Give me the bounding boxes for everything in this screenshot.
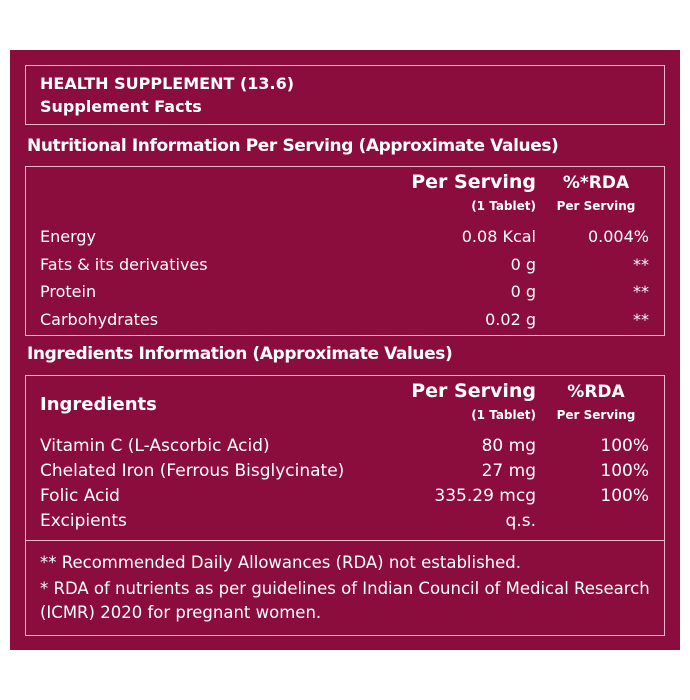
column-subtitle: (1 Tablet): [471, 408, 536, 422]
title: HEALTH SUPPLEMENT (13.6): [40, 74, 295, 93]
column-title: Per Serving: [411, 171, 536, 193]
nutrition-table: Per Serving (1 Tablet) %*RDA Per Serving Ene…: [25, 166, 665, 336]
rda: 100%: [600, 436, 649, 456]
row-label: Folic Acid: [40, 486, 120, 506]
rda: **: [633, 254, 649, 274]
row-label: Fats & its derivatives: [40, 254, 208, 274]
footnote: ** Recommended Daily Allowances (RDA) no…: [40, 553, 522, 572]
subtitle: Supplement Facts: [40, 97, 202, 116]
row-label: Protein: [40, 282, 97, 301]
column-subtitle: Per Serving: [556, 408, 636, 422]
row-label: Energy: [40, 227, 97, 246]
column-subtitle: Per Serving: [556, 199, 636, 213]
section-heading: Ingredients Information (Approximate Val…: [27, 344, 453, 364]
per-serving: 0.08 Kcal: [461, 227, 536, 246]
rda: **: [633, 309, 649, 329]
per-serving: 0.02 g: [485, 309, 536, 329]
footnote: * RDA of nutrients as per guidelines of …: [40, 579, 650, 622]
column-title: %RDA: [567, 382, 625, 402]
per-serving: 335.29 mcg: [434, 486, 536, 506]
rda: **: [633, 282, 649, 301]
row-label: Excipients: [40, 511, 127, 531]
ingredients-table: Ingredients Per Serving (1 Tablet) %RDA Per…: [25, 375, 665, 541]
footnotes: ** Recommended Daily Allowances (RDA) no…: [25, 540, 665, 636]
rda: 100%: [600, 461, 649, 481]
rda: 100%: [600, 486, 649, 506]
section-heading: Nutritional Information Per Serving (App…: [27, 136, 559, 156]
per-serving: 0 g: [510, 282, 536, 301]
row-label: Carbohydrates: [40, 309, 159, 329]
column-subtitle: (1 Tablet): [471, 199, 536, 213]
per-serving: 80 mg: [481, 436, 536, 456]
label-panel: HEALTH SUPPLEMENT (13.6) Supplement Fact…: [10, 50, 680, 650]
column-label: Ingredients: [40, 394, 157, 415]
row-label: Vitamin C (L-Ascorbic Acid): [40, 436, 270, 456]
per-serving: 27 mg: [481, 461, 536, 481]
rda: 0.004%: [587, 227, 649, 246]
header-box: HEALTH SUPPLEMENT (13.6) Supplement Fact…: [25, 65, 665, 125]
per-serving: q.s.: [505, 511, 536, 531]
per-serving: 0 g: [510, 254, 536, 274]
column-title: Per Serving: [411, 380, 536, 402]
column-title: %*RDA: [562, 173, 630, 193]
row-label: Chelated Iron (Ferrous Bisglycinate): [40, 461, 345, 481]
